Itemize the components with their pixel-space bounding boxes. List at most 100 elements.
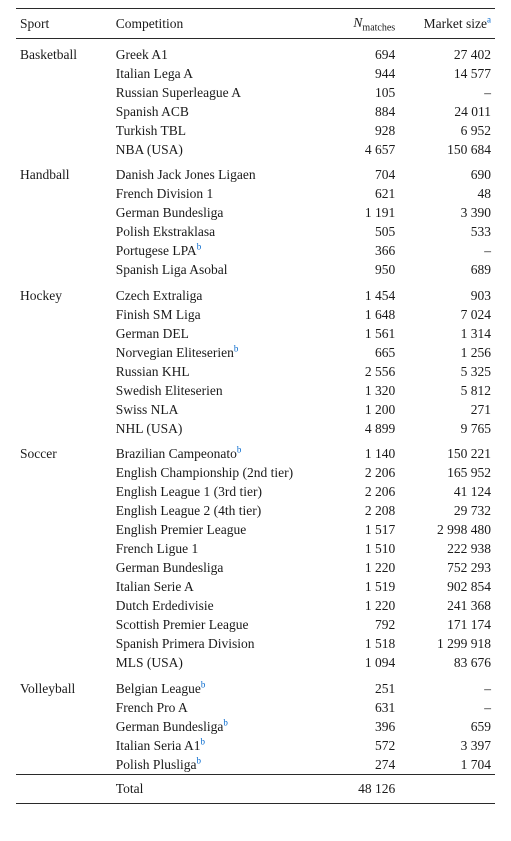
- cell-sport: [16, 242, 112, 261]
- cell-nmatches: 4 657: [313, 140, 399, 159]
- cell-sport: [16, 343, 112, 362]
- cell-sport: Hockey: [16, 280, 112, 306]
- cell-competition: NBA (USA): [112, 140, 313, 159]
- table-row: NBA (USA)4 657150 684: [16, 140, 495, 159]
- cell-competition: Spanish Liga Asobal: [112, 261, 313, 280]
- cell-competition: Italian Seria A1b: [112, 736, 313, 755]
- cell-sport: [16, 83, 112, 102]
- cell-nmatches: 1 220: [313, 597, 399, 616]
- table-row: English Premier League1 5172 998 480: [16, 521, 495, 540]
- cell-marketsize: 48: [399, 185, 495, 204]
- cell-nmatches: 251: [313, 673, 399, 699]
- cell-competition: MLS (USA): [112, 654, 313, 673]
- cell-sport: [16, 121, 112, 140]
- cell-sport: [16, 64, 112, 83]
- header-row: Sport Competition Nmatches Market sizea: [16, 9, 495, 39]
- cell-nmatches: 928: [313, 121, 399, 140]
- cell-marketsize: 3 390: [399, 204, 495, 223]
- cell-marketsize: 689: [399, 261, 495, 280]
- cell-nmatches: 2 556: [313, 362, 399, 381]
- cell-marketsize: 222 938: [399, 540, 495, 559]
- table-row: MLS (USA)1 09483 676: [16, 654, 495, 673]
- cell-competition: Finish SM Liga: [112, 305, 313, 324]
- cell-sport: Soccer: [16, 438, 112, 464]
- cell-marketsize: 165 952: [399, 464, 495, 483]
- cell-competition: Dutch Erdedivisie: [112, 597, 313, 616]
- cell-nmatches: 396: [313, 717, 399, 736]
- cell-marketsize: –: [399, 83, 495, 102]
- table-row: Finish SM Liga1 6487 024: [16, 305, 495, 324]
- cell-nmatches: 665: [313, 343, 399, 362]
- cell-sport: [16, 140, 112, 159]
- cell-nmatches: 2 206: [313, 483, 399, 502]
- table-row: HandballDanish Jack Jones Ligaen704690: [16, 159, 495, 185]
- cell-competition: Scottish Premier League: [112, 616, 313, 635]
- cell-competition: Polish Plusligab: [112, 755, 313, 775]
- cell-nmatches: 1 320: [313, 381, 399, 400]
- table-row: Russian Superleague A105–: [16, 83, 495, 102]
- cell-sport: [16, 102, 112, 121]
- cell-competition: Danish Jack Jones Ligaen: [112, 159, 313, 185]
- table-row: Russian KHL2 5565 325: [16, 362, 495, 381]
- cell-sport: [16, 654, 112, 673]
- cell-competition: Swiss NLA: [112, 400, 313, 419]
- cell-competition: English League 2 (4th tier): [112, 502, 313, 521]
- cell-marketsize: 1 314: [399, 324, 495, 343]
- cell-nmatches: 694: [313, 38, 399, 64]
- header-sport: Sport: [16, 9, 112, 39]
- cell-competition: Russian KHL: [112, 362, 313, 381]
- cell-marketsize: 14 577: [399, 64, 495, 83]
- cell-nmatches: 2 206: [313, 464, 399, 483]
- cell-nmatches: 1 648: [313, 305, 399, 324]
- cell-marketsize: –: [399, 698, 495, 717]
- cell-sport: [16, 400, 112, 419]
- table-row: German Bundesliga1 1913 390: [16, 204, 495, 223]
- cell-marketsize: 171 174: [399, 616, 495, 635]
- cell-sport: [16, 521, 112, 540]
- cell-competition: German DEL: [112, 324, 313, 343]
- cell-sport: [16, 185, 112, 204]
- cell-nmatches: 105: [313, 83, 399, 102]
- table-row: Polish Ekstraklasa505533: [16, 223, 495, 242]
- cell-nmatches: 631: [313, 698, 399, 717]
- cell-nmatches: 1 220: [313, 559, 399, 578]
- total-m: [399, 775, 495, 804]
- table-row: BasketballGreek A169427 402: [16, 38, 495, 64]
- cell-competition: Brazilian Campeonatob: [112, 438, 313, 464]
- cell-competition: NHL (USA): [112, 419, 313, 438]
- table-row: Spanish ACB88424 011: [16, 102, 495, 121]
- header-marketsize: Market sizea: [399, 9, 495, 39]
- cell-marketsize: –: [399, 673, 495, 699]
- cell-nmatches: 1 561: [313, 324, 399, 343]
- table-row: Italian Seria A1b5723 397: [16, 736, 495, 755]
- cell-competition: Spanish ACB: [112, 102, 313, 121]
- table-row: English Championship (2nd tier)2 206165 …: [16, 464, 495, 483]
- table-row: English League 1 (3rd tier)2 20641 124: [16, 483, 495, 502]
- cell-marketsize: 1 299 918: [399, 635, 495, 654]
- cell-marketsize: 41 124: [399, 483, 495, 502]
- cell-marketsize: 752 293: [399, 559, 495, 578]
- cell-marketsize: –: [399, 242, 495, 261]
- cell-competition: German Bundesliga: [112, 559, 313, 578]
- table-row: Norvegian Eliteserienb6651 256: [16, 343, 495, 362]
- cell-nmatches: 505: [313, 223, 399, 242]
- cell-competition: Turkish TBL: [112, 121, 313, 140]
- cell-nmatches: 884: [313, 102, 399, 121]
- cell-marketsize: 2 998 480: [399, 521, 495, 540]
- total-n: 48 126: [313, 775, 399, 804]
- cell-competition: Italian Lega A: [112, 64, 313, 83]
- cell-marketsize: 1 704: [399, 755, 495, 775]
- table-row: Spanish Liga Asobal950689: [16, 261, 495, 280]
- cell-competition: English League 1 (3rd tier): [112, 483, 313, 502]
- data-table: Sport Competition Nmatches Market sizea …: [16, 8, 495, 804]
- cell-nmatches: 1 191: [313, 204, 399, 223]
- cell-sport: [16, 204, 112, 223]
- cell-competition: English Premier League: [112, 521, 313, 540]
- table-row: NHL (USA)4 8999 765: [16, 419, 495, 438]
- cell-marketsize: 690: [399, 159, 495, 185]
- cell-competition: French Division 1: [112, 185, 313, 204]
- cell-competition: Norvegian Eliteserienb: [112, 343, 313, 362]
- cell-marketsize: 24 011: [399, 102, 495, 121]
- cell-sport: Volleyball: [16, 673, 112, 699]
- cell-competition: French Pro A: [112, 698, 313, 717]
